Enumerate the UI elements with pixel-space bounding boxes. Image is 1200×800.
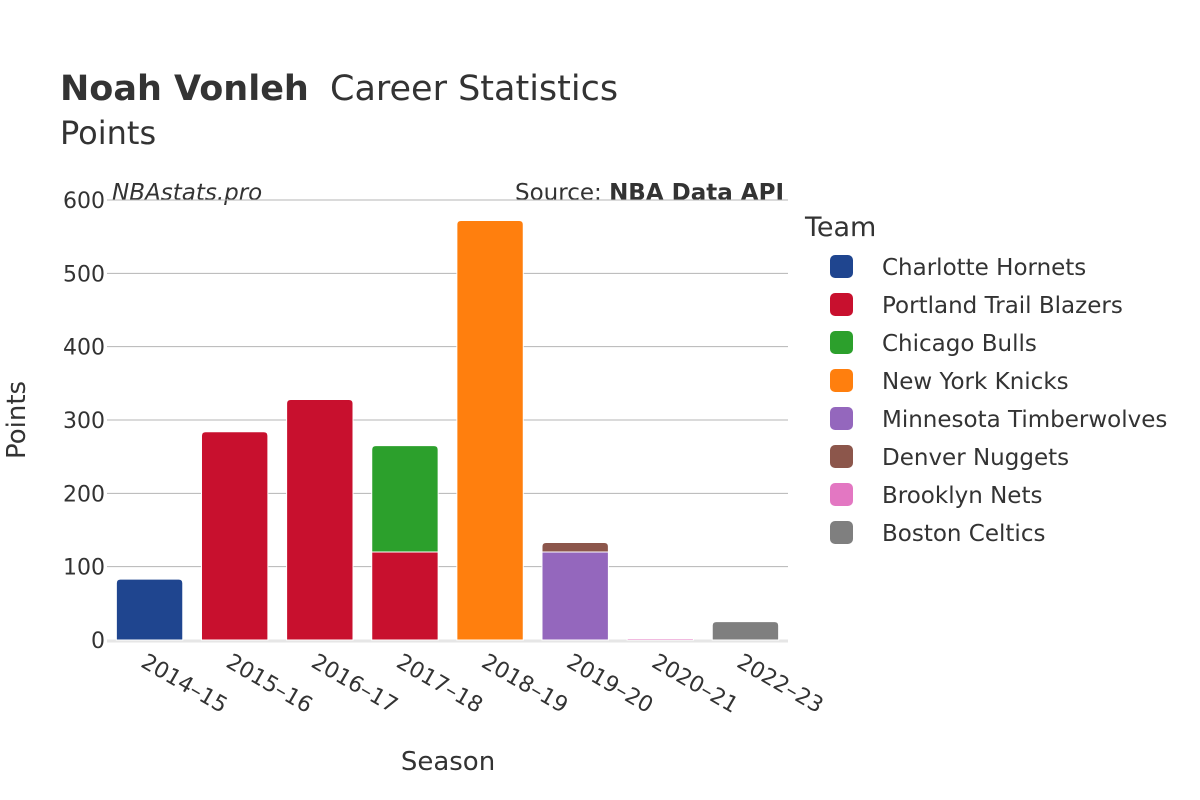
x-tick-label: 2018–19 [477,650,572,719]
legend-item[interactable]: Charlotte Hornets [830,255,1086,281]
x-tick-label: 2019–20 [562,650,657,719]
y-tick-label: 100 [63,556,105,581]
legend-label: Charlotte Hornets [882,255,1086,281]
legend-title: Team [804,212,876,243]
legend-item[interactable]: Boston Celtics [830,521,1045,547]
bar-segment [456,220,524,641]
chart-title: Noah Vonleh Career Statistics [60,69,618,109]
legend-item[interactable]: New York Knicks [830,369,1069,395]
watermark: NBAstats.pro [112,180,262,206]
x-tick-label: 2016–17 [307,650,402,719]
x-tick-label: 2014–15 [137,650,232,719]
legend-swatch [830,407,853,430]
legend-label: Portland Trail Blazers [882,293,1123,319]
y-tick-label: 300 [63,409,105,434]
legend-swatch [830,331,853,354]
y-tick-label: 400 [63,336,105,361]
source-attribution: Source: NBA Data API [515,180,784,206]
legend-label: Boston Celtics [882,521,1045,547]
legend: Charlotte Hornets Portland Trail Blazers C… [830,255,1167,547]
y-axis-title: Points [2,381,32,459]
bar-segment [200,431,269,641]
legend-item[interactable]: Minnesota Timberwolves [830,407,1167,433]
bar-segment [626,638,695,641]
y-tick-label: 600 [63,189,105,214]
legend-item[interactable]: Portland Trail Blazers [830,293,1123,319]
bar-segment [541,541,609,553]
y-tick-label: 500 [63,262,105,287]
legend-label: Minnesota Timberwolves [882,407,1167,433]
bar-segment [541,551,609,641]
legend-label: New York Knicks [882,369,1069,395]
player-name: Noah Vonleh [60,69,309,109]
legend-swatch [830,521,853,544]
y-axis-ticks: 0 100 200 300 400 500 600 [63,189,105,654]
legend-item[interactable]: Brooklyn Nets [830,483,1042,509]
x-tick-label: 2020–21 [647,650,742,719]
x-axis-ticks: 2014–152015–162016–172017–182018–192019–… [137,650,828,719]
x-axis-title: Season [401,747,495,777]
legend-item[interactable]: Chicago Bulls [830,331,1037,357]
legend-label: Denver Nuggets [882,445,1069,471]
bar-segment [115,578,184,641]
legend-swatch [830,483,853,506]
x-tick-label: 2015–16 [222,650,317,719]
legend-swatch [830,255,853,278]
legend-swatch [830,445,853,468]
x-tick-label: 2022–23 [732,650,827,719]
chart-subtitle: Points [60,114,156,152]
bars [115,220,780,641]
bar-segment [711,621,780,641]
source-prefix: Source: [515,180,609,206]
legend-item[interactable]: Denver Nuggets [830,445,1069,471]
legend-swatch [830,293,853,316]
y-tick-label: 200 [63,482,105,507]
bar-segment [371,445,439,553]
y-tick-label: 0 [91,629,105,654]
source-name: NBA Data API [609,180,784,206]
x-tick-label: 2017–18 [392,650,487,719]
title-suffix: Career Statistics [330,69,618,109]
bar-segment [371,551,439,641]
legend-label: Chicago Bulls [882,331,1037,357]
bar-segment [286,398,354,641]
legend-swatch [830,369,853,392]
legend-label: Brooklyn Nets [882,483,1042,509]
